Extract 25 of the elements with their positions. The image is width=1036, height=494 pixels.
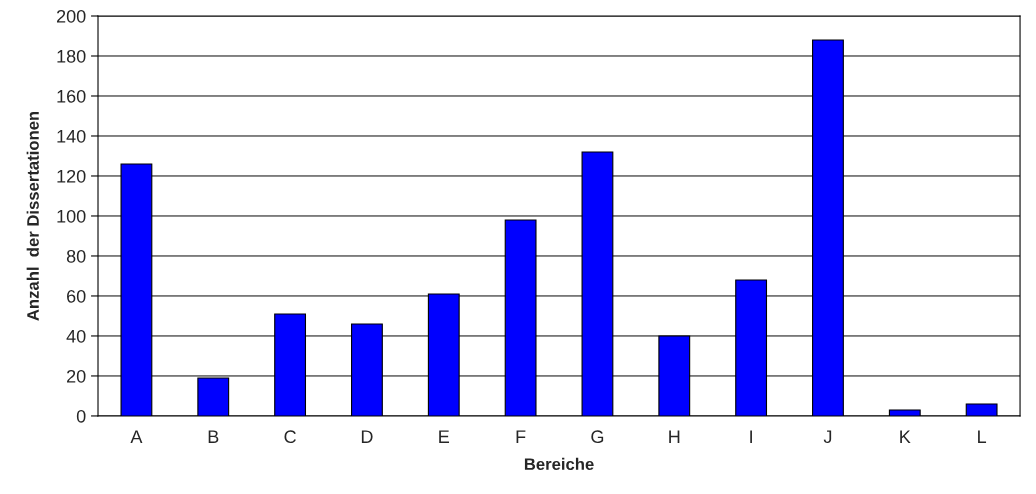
x-tick-label: D <box>361 430 373 443</box>
y-tick-label: 80 <box>66 249 86 263</box>
y-tick-label: 140 <box>57 129 86 143</box>
x-tick-label: B <box>208 430 219 443</box>
y-tick-label: 40 <box>66 329 86 343</box>
x-tick-label: L <box>978 430 987 443</box>
y-tick-label: 160 <box>57 89 86 103</box>
y-tick-label: 200 <box>56 9 86 23</box>
y-tick-label: 20 <box>67 369 86 383</box>
x-tick-label: K <box>900 430 911 443</box>
x-tick-label: H <box>669 430 680 443</box>
x-tick-label: G <box>591 430 604 444</box>
x-axis-title: Bereiche <box>524 457 594 471</box>
y-tick-label: 0 <box>76 409 86 423</box>
x-tick-label: E <box>439 430 450 443</box>
y-tick-label: 60 <box>67 289 86 303</box>
x-tick-label: C <box>284 430 296 444</box>
x-tick-label: I <box>750 430 752 443</box>
y-tick-label: 180 <box>57 49 86 63</box>
y-tick-label: 100 <box>57 209 86 223</box>
y-axis-title: Anzahl der Dissertationen <box>26 111 39 321</box>
x-tick-label: F <box>516 430 526 443</box>
y-tick-label: 120 <box>57 169 86 183</box>
x-tick-label: A <box>130 430 143 443</box>
x-tick-label: J <box>823 430 832 444</box>
